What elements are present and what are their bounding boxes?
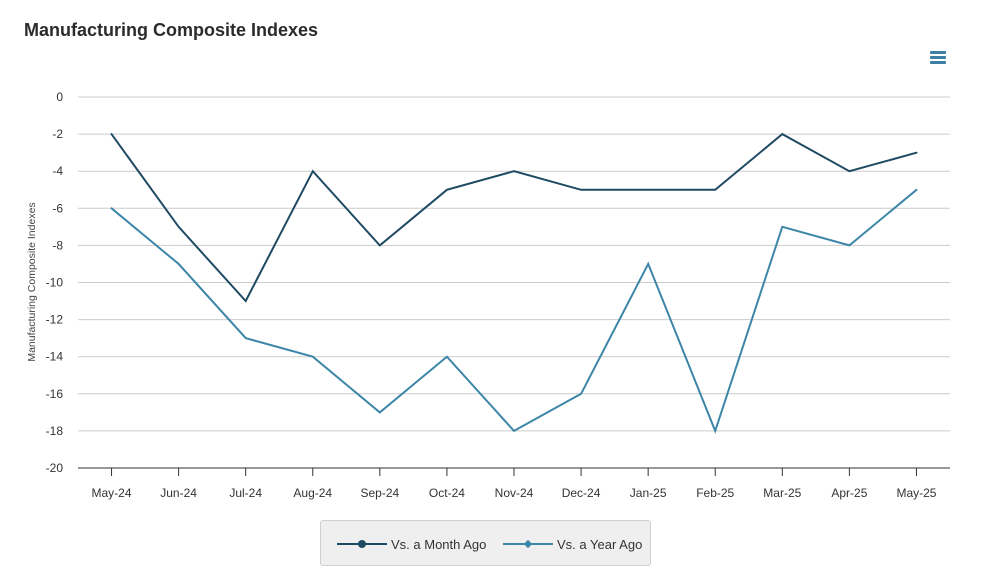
series-month-ago (108, 130, 920, 305)
data-point[interactable] (644, 186, 652, 194)
data-point[interactable] (510, 167, 518, 175)
data-point[interactable] (242, 297, 250, 305)
data-point[interactable] (443, 353, 451, 361)
y-tick-label: -2 (52, 127, 63, 141)
chart-legend: Vs. a Month Ago Vs. a Year Ago (320, 520, 651, 566)
data-point[interactable] (175, 260, 183, 268)
data-point[interactable] (309, 167, 317, 175)
x-tick-label: May-25 (896, 486, 936, 500)
data-point[interactable] (376, 408, 384, 416)
legend-label-year-ago: Vs. a Year Ago (557, 536, 643, 552)
data-point[interactable] (912, 186, 920, 194)
x-tick-label: Dec-24 (562, 486, 601, 500)
y-tick-label: -14 (46, 350, 64, 364)
data-point[interactable] (644, 260, 652, 268)
chart-title: Manufacturing Composite Indexes (24, 20, 319, 40)
y-tick-label: -12 (46, 313, 64, 327)
y-axis-title: Manufacturing Composite Indexes (26, 202, 38, 361)
data-point[interactable] (443, 186, 451, 194)
data-point[interactable] (510, 427, 518, 435)
x-axis (78, 467, 950, 476)
series-year-ago (108, 186, 920, 435)
data-point[interactable] (175, 223, 183, 231)
gridlines (78, 96, 950, 432)
y-tick-label: -18 (46, 424, 64, 438)
y-tick-label: -4 (52, 164, 63, 178)
data-point[interactable] (711, 427, 719, 435)
x-tick-label: Feb-25 (696, 486, 734, 500)
x-tick-label: Nov-24 (495, 486, 534, 500)
data-point[interactable] (577, 186, 585, 194)
data-point[interactable] (845, 167, 853, 175)
data-point[interactable] (778, 130, 786, 138)
legend-label-month-ago: Vs. a Month Ago (391, 536, 487, 552)
legend-item-month-ago[interactable]: Vs. a Month Ago (337, 521, 486, 567)
x-tick-label: Mar-25 (763, 486, 801, 500)
y-tick-label: -10 (46, 276, 64, 290)
y-tick-label: -20 (46, 461, 64, 475)
legend-circle-marker-icon (337, 538, 387, 550)
chart-menu-button[interactable] (924, 44, 952, 70)
data-point[interactable] (845, 241, 853, 249)
series-line[interactable] (110, 132, 918, 303)
x-tick-label: Oct-24 (429, 486, 465, 500)
data-point[interactable] (242, 334, 250, 342)
data-point[interactable] (711, 186, 719, 194)
data-point[interactable] (108, 204, 116, 212)
series-lines (108, 130, 920, 435)
x-tick-label: Apr-25 (831, 486, 867, 500)
y-tick-label: 0 (56, 90, 63, 104)
x-tick-label: May-24 (92, 486, 132, 500)
x-tick-label: Jan-25 (630, 486, 667, 500)
data-point[interactable] (912, 149, 920, 157)
y-tick-label: -6 (52, 201, 63, 215)
data-point[interactable] (309, 353, 317, 361)
legend-diamond-marker-icon (503, 538, 553, 550)
x-tick-label: Aug-24 (293, 486, 332, 500)
data-point[interactable] (577, 390, 585, 398)
y-axis-tick-labels: 0 -2 -4 -6 -8 -10 -12 -14 -16 -18 -20 (46, 90, 64, 475)
x-axis-tick-labels: May-24 Jun-24 Jul-24 Aug-24 Sep-24 Oct-24 Nov-… (92, 486, 937, 500)
x-tick-label: Jun-24 (160, 486, 197, 500)
x-tick-label: Sep-24 (360, 486, 399, 500)
y-tick-label: -8 (52, 238, 63, 252)
x-tick-label: Jul-24 (229, 486, 262, 500)
data-point[interactable] (108, 130, 116, 138)
series-line[interactable] (110, 188, 918, 434)
data-point[interactable] (376, 241, 384, 249)
data-point[interactable] (778, 223, 786, 231)
legend-item-year-ago[interactable]: Vs. a Year Ago (503, 521, 642, 567)
y-tick-label: -16 (46, 387, 64, 401)
